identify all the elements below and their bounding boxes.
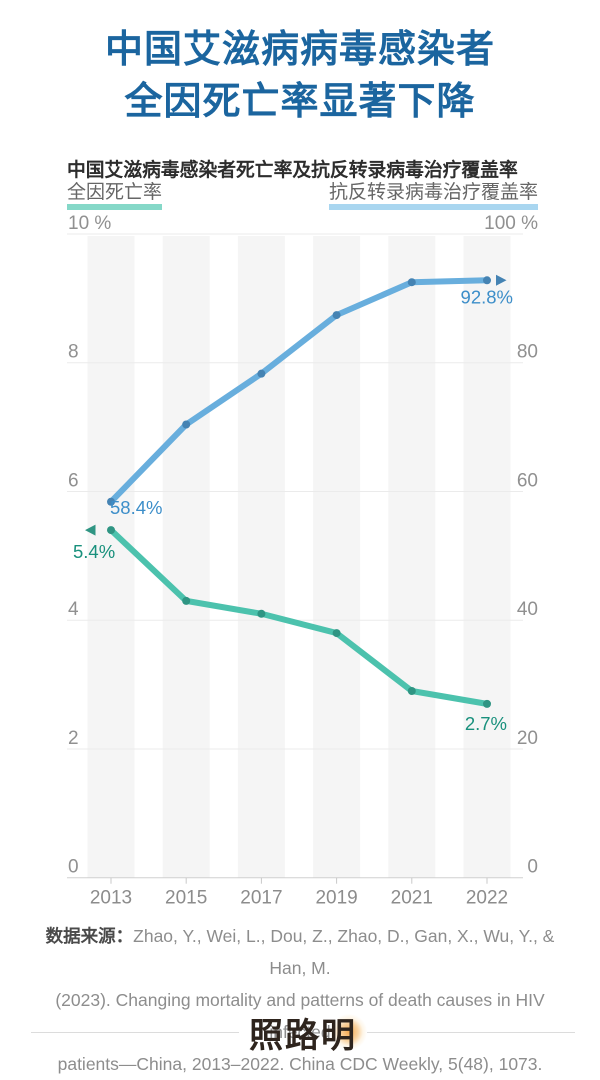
data-point [257,609,266,618]
data-point [483,276,491,285]
source-note: 数据来源：Zhao, Y., Wei, L., Dou, Z., Zhao, D… [30,920,570,1080]
data-point [407,687,416,696]
source-label: 数据来源： [45,926,134,946]
annotation-start-value: 58.4% [110,497,162,518]
divider-left [31,1031,239,1033]
divider-right [367,1031,575,1033]
category-band-2021 [388,236,436,878]
source-line-1: 数据来源：Zhao, Y., Wei, L., Dou, Z., Zhao, D… [45,926,555,978]
source-line-2: (2023). Changing mortality and patterns … [55,990,545,1042]
right-axis-tick-label: 60 [517,470,538,491]
x-axis-label-2017: 2017 [240,888,282,909]
data-point [107,497,115,506]
x-axis-label-2013: 2013 [90,888,132,909]
left-axis-tick-label: 10 % [68,213,111,234]
right-axis-tick-label: 40 [517,599,538,620]
left-axis-tick-label: 4 [68,599,79,620]
category-band-2022 [463,236,511,878]
data-point [407,278,416,287]
left-axis-tick-label: 0 [68,857,79,878]
page-title: 中国艾滋病病毒感染者 全因死亡率显著下降 [0,24,600,128]
right-axis-tick-label: 0 [527,857,538,878]
legend-item-coverage: 抗反转录病毒治疗覆盖率 [328,182,538,210]
category-band-2013 [87,236,135,878]
right-axis-tick-label: 20 [517,728,538,749]
left-axis-tick-label: 2 [68,728,79,749]
footer: 照路明 [31,1005,575,1059]
left-axis-tick-label: 6 [68,470,79,491]
category-band-2015 [162,236,210,878]
left-axis-tick-label: 8 [68,342,79,363]
x-axis-label-2022: 2022 [466,888,508,909]
title-line-1: 中国艾滋病病毒感染者 [104,29,495,71]
series-line-coverage [108,277,490,505]
data-point [332,311,341,320]
title-line-2: 全因死亡率显著下降 [124,81,476,123]
logo-glow-dot [331,1014,367,1050]
annotation-end-value: 92.8% [461,286,513,307]
data-point [107,526,115,535]
x-axis-label-2019: 2019 [315,888,357,909]
x-axis-label-2015: 2015 [165,888,207,909]
legend-item-mortality: 全因死亡率 [67,182,163,210]
legend: 全因死亡率 抗反转录病毒治疗覆盖率 [67,182,538,210]
annotation-start-value: 5.4% [73,541,115,562]
annotation-end-value: 2.7% [465,713,507,734]
data-point [332,629,341,638]
category-band-2017 [237,236,285,878]
chart-subtitle: 中国艾滋病毒感染者死亡率及抗反转录病毒治疗覆盖率 [67,159,518,180]
right-arrow-icon [496,274,507,286]
logo-text: 照路明 [249,1016,357,1055]
data-point [182,420,191,429]
right-axis-tick-label: 80 [517,342,538,363]
source-line-3: patients—China, 2013–2022. China CDC Wee… [57,1054,543,1074]
left-arrow-icon [85,524,96,536]
series-line-mortality [108,527,490,707]
data-point [483,699,491,708]
right-axis-tick-label: 100 % [484,213,538,234]
x-axis-label-2021: 2021 [391,888,433,909]
brand-logo: 照路明 [249,1008,367,1057]
category-band-2019 [313,236,361,878]
data-point [257,369,266,378]
data-point [182,596,191,605]
